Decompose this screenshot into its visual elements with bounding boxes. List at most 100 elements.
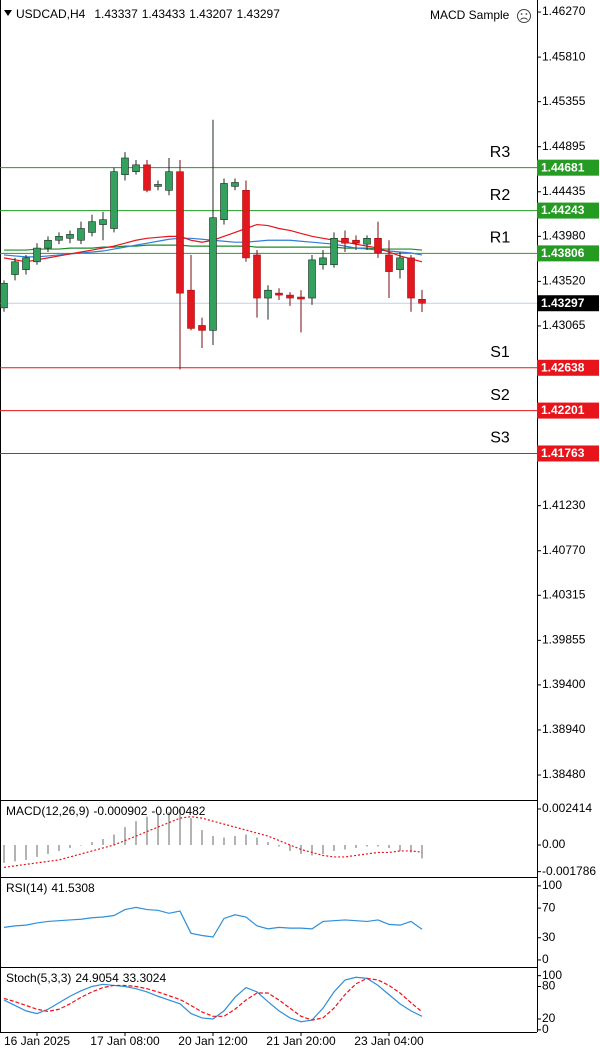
level-name: S2 [490,387,510,404]
candle-body [341,237,349,244]
last-price-box [537,295,599,312]
level-price-box [537,359,599,376]
y-tick-label: 1.45355 [542,94,586,108]
candle-body [154,184,162,187]
candle-body [187,289,195,329]
expert-name: MACD Sample [430,8,510,22]
histogram-bar [212,836,214,845]
candle-body [352,239,360,244]
y-tick-label: 1.43065 [542,318,586,332]
level-name: R1 [490,230,511,247]
histogram-bar [289,844,291,851]
histogram-bar [113,834,115,845]
candle-body [44,239,52,249]
level-price-label: 1.42201 [541,403,585,417]
y-tick-label: 30 [542,930,556,944]
expert-icon[interactable] [517,9,531,23]
time-label: 16 Jan 2025 [4,1034,70,1048]
candle-body [275,292,283,296]
indicator-line [3,977,423,1021]
y-tick-label: 100 [542,968,562,982]
histogram-bar [344,844,346,850]
histogram-bar [190,818,192,845]
histogram-bar [36,844,38,857]
histogram-bar [311,844,313,856]
histogram-bar [3,844,5,863]
histogram-bar [157,813,159,845]
histogram-bar [146,816,148,845]
histogram-bar [201,830,203,845]
time-label: 23 Jan 04:00 [354,1034,424,1048]
histogram-bar [245,834,247,845]
panel-label: MACD(12,26,9) -0.000902 -0.000482 [6,804,206,818]
candle-body [374,237,382,254]
candle-body [77,228,85,241]
symbol-menu-arrow[interactable] [4,10,12,16]
histogram-bar [91,842,93,845]
candle-body [88,221,96,233]
candle-body [220,183,228,220]
candle-body [264,289,272,299]
histogram-bar [333,844,335,851]
candle-body [385,254,393,272]
symbol: USDCAD,H4 [16,7,86,21]
histogram-bar [388,844,390,848]
y-tick-label: 70 [542,900,556,914]
histogram-bar [278,844,280,847]
histogram-bar [124,827,126,845]
y-tick-label: 0.002414 [542,801,592,815]
time-label: 17 Jan 08:00 [90,1034,160,1048]
y-tick-label: 1.44895 [542,139,586,153]
panel-value: 41.5308 [51,881,95,895]
histogram-bar [58,844,60,851]
panel-value: -0.000902 [93,804,147,818]
candle-body [132,164,140,172]
chart-header: USDCAD,H4 1.43337 1.43433 1.43207 1.43297 [16,7,280,21]
y-tick-label: 1.45810 [542,49,586,63]
level-price-label: 1.42638 [541,360,585,374]
level-price-box [537,159,599,176]
y-tick-label: 0.00 [542,837,566,851]
y-tick-label: 100 [542,878,562,892]
level-price-box [537,245,599,262]
candle-body [242,190,250,259]
candle-body [143,164,151,191]
panel-value: 24.9054 [75,971,119,985]
time-label: 20 Jan 12:00 [178,1034,248,1048]
y-tick-label: 1.38480 [542,767,586,781]
histogram-bar [102,839,104,845]
histogram-bar [366,844,368,847]
candle-body [418,299,426,304]
histogram-bar [223,837,225,845]
y-tick-label: 20 [542,1011,556,1025]
candle-body [330,237,338,266]
y-tick-label: 1.40770 [542,543,586,557]
ohlc-value: 1.43433 [142,7,186,21]
candle-body [198,325,206,331]
candle-body [66,234,74,239]
candle-body [297,296,305,300]
candle-body [110,171,118,229]
histogram-bar [47,844,49,854]
histogram-bar [267,842,269,845]
candle-body [396,257,404,270]
panel-title: RSI(14) [6,881,47,895]
ohlc-value: 1.43337 [94,7,138,21]
histogram-bar [355,844,357,848]
y-tick-label: 1.41230 [542,498,586,512]
candle-body [253,254,261,299]
y-tick-label: 1.40315 [542,587,586,601]
candle-body [33,247,41,263]
panel-value: -0.000482 [151,804,205,818]
time-label: 21 Jan 20:00 [266,1034,336,1048]
histogram-bar [322,844,324,854]
level-price-box [537,402,599,419]
level-price-box [537,445,599,462]
y-tick-label: 1.44435 [542,184,586,198]
histogram-bar [135,821,137,845]
histogram-bar [399,844,401,851]
ohlc-value: 1.43207 [189,7,233,21]
panel-label: RSI(14) 41.5308 [6,881,95,895]
indicator-line [3,976,423,1023]
